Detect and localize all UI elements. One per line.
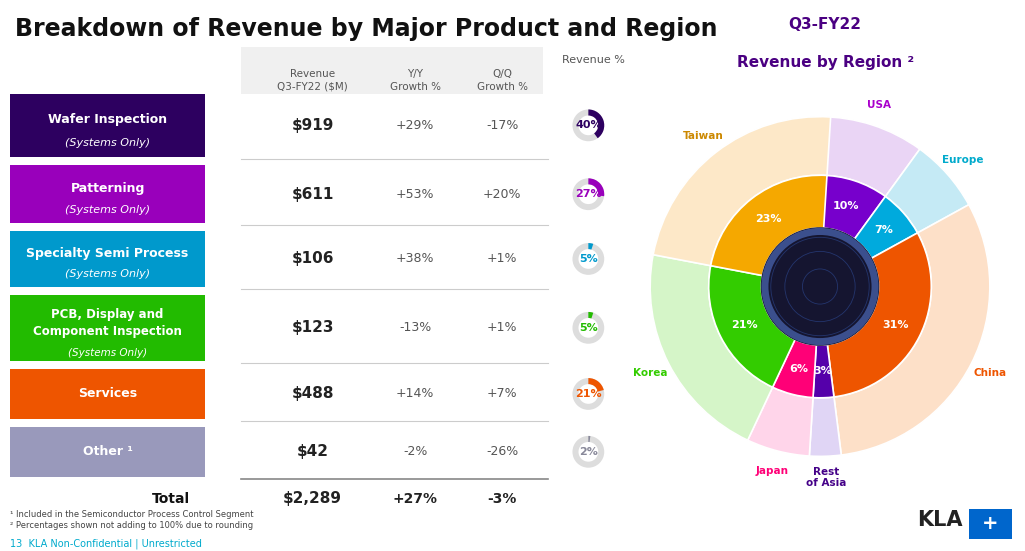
Text: $42: $42 [296, 444, 329, 460]
Text: 21%: 21% [575, 389, 602, 399]
Text: ² Percentages shown not adding to 100% due to rounding: ² Percentages shown not adding to 100% d… [10, 521, 253, 530]
Wedge shape [773, 339, 816, 398]
Text: 40%: 40% [575, 120, 602, 131]
Wedge shape [886, 149, 969, 233]
Wedge shape [588, 312, 593, 318]
Wedge shape [572, 243, 605, 275]
Text: Total: Total [152, 491, 190, 506]
Text: Q3-FY22: Q3-FY22 [788, 17, 862, 31]
Wedge shape [762, 228, 878, 345]
Text: 5%: 5% [579, 254, 598, 264]
Text: 31%: 31% [883, 320, 909, 330]
Text: $106: $106 [291, 251, 334, 267]
Text: 23%: 23% [754, 214, 781, 224]
Text: -2%: -2% [403, 445, 427, 458]
Text: $919: $919 [291, 118, 334, 133]
Text: ¹ Included in the Semiconductor Process Control Segment: ¹ Included in the Semiconductor Process … [10, 510, 254, 518]
Text: -17%: -17% [486, 119, 519, 132]
Text: Revenue
Q3-FY22 ($M): Revenue Q3-FY22 ($M) [277, 69, 348, 91]
Wedge shape [588, 110, 605, 138]
Text: Revenue %: Revenue % [562, 55, 624, 65]
Text: PCB, Display and: PCB, Display and [51, 308, 164, 321]
Wedge shape [820, 175, 886, 239]
Wedge shape [810, 397, 842, 456]
Text: -26%: -26% [486, 445, 519, 458]
Text: (Systems Only): (Systems Only) [65, 206, 151, 215]
Text: +1%: +1% [487, 321, 518, 334]
Text: Q/Q
Growth %: Q/Q Growth % [477, 69, 528, 91]
Wedge shape [650, 255, 773, 440]
Text: (Systems Only): (Systems Only) [65, 138, 151, 148]
Text: Korea: Korea [632, 368, 667, 378]
Text: $611: $611 [291, 187, 334, 202]
Text: +1%: +1% [487, 252, 518, 266]
Text: +20%: +20% [483, 188, 522, 201]
Text: Europe: Europe [942, 155, 984, 165]
Text: 27%: 27% [575, 189, 602, 199]
Wedge shape [708, 266, 795, 387]
Text: +27%: +27% [393, 491, 438, 506]
Text: Revenue by Region ²: Revenue by Region ² [737, 55, 913, 70]
Text: $488: $488 [291, 386, 334, 402]
Text: +: + [982, 514, 998, 533]
Wedge shape [813, 344, 834, 398]
Wedge shape [747, 387, 813, 456]
Text: +7%: +7% [487, 387, 518, 401]
Text: +14%: +14% [396, 387, 435, 401]
Text: +38%: +38% [396, 252, 435, 266]
Circle shape [762, 228, 878, 345]
Text: KLA: KLA [917, 510, 962, 530]
Text: 7%: 7% [874, 225, 893, 235]
Wedge shape [588, 179, 605, 196]
Wedge shape [710, 175, 827, 276]
Text: -3%: -3% [488, 491, 517, 506]
Text: Y/Y
Growth %: Y/Y Growth % [390, 69, 441, 91]
Text: 13  KLA Non-Confidential | Unrestricted: 13 KLA Non-Confidential | Unrestricted [10, 539, 202, 549]
Text: 2%: 2% [579, 447, 598, 457]
Text: Other ¹: Other ¹ [83, 445, 132, 458]
Text: 3%: 3% [813, 366, 832, 376]
Wedge shape [855, 197, 917, 258]
Text: China: China [974, 368, 1007, 378]
Wedge shape [588, 378, 604, 392]
Text: +29%: +29% [396, 119, 435, 132]
Text: 21%: 21% [731, 320, 757, 330]
Text: Component Inspection: Component Inspection [33, 325, 182, 338]
Text: USA: USA [867, 100, 891, 110]
Text: $123: $123 [291, 320, 334, 336]
Wedge shape [827, 233, 932, 397]
Text: Japan: Japan [756, 467, 789, 477]
Wedge shape [820, 117, 919, 197]
Text: 10%: 10% [833, 201, 860, 210]
Text: Wafer Inspection: Wafer Inspection [48, 112, 167, 126]
Text: -13%: -13% [399, 321, 432, 334]
Text: +53%: +53% [396, 188, 435, 201]
Wedge shape [834, 204, 990, 455]
Wedge shape [572, 378, 605, 410]
Text: $2,289: $2,289 [283, 491, 342, 506]
Wedge shape [572, 110, 605, 141]
Text: 6%: 6% [789, 364, 809, 374]
Text: Services: Services [78, 387, 137, 401]
Text: Specialty Semi Process: Specialty Semi Process [27, 247, 189, 260]
Text: (Systems Only): (Systems Only) [68, 348, 148, 358]
Text: (Systems Only): (Systems Only) [65, 269, 151, 279]
Wedge shape [572, 179, 605, 210]
Text: Rest
of Asia: Rest of Asia [806, 467, 847, 488]
Text: Patterning: Patterning [71, 182, 145, 195]
Text: Taiwan: Taiwan [683, 131, 724, 141]
Wedge shape [572, 436, 605, 468]
Wedge shape [653, 117, 830, 266]
Wedge shape [588, 243, 593, 250]
Text: Breakdown of Revenue by Major Product and Region: Breakdown of Revenue by Major Product an… [15, 17, 717, 41]
Wedge shape [572, 312, 605, 344]
Wedge shape [588, 436, 590, 442]
Text: 5%: 5% [579, 323, 598, 333]
